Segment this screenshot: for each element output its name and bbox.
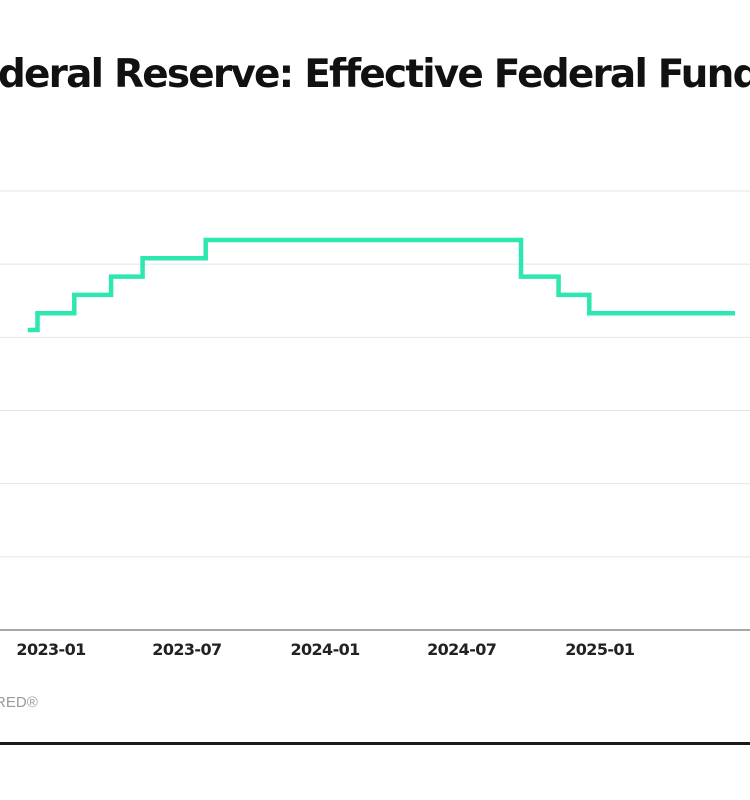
x-tick-label: 2023-01 [16,640,86,659]
x-tick-label: 2025-01 [565,640,635,659]
x-axis: 2023-01 2023-07 2024-01 2024-07 2025-01 [0,629,750,659]
bottom-rule [0,742,750,745]
series-line [27,237,735,333]
chart-title: Federal Reserve: Effective Federal Funds… [0,52,750,97]
x-tick-label: 2024-01 [290,640,360,659]
series-layer [27,237,735,333]
x-tick-label: 2023-07 [152,640,221,659]
source-note: Source: FRED® [0,694,38,711]
grid-lines [0,190,750,558]
x-tick-label: 2024-07 [427,640,496,659]
